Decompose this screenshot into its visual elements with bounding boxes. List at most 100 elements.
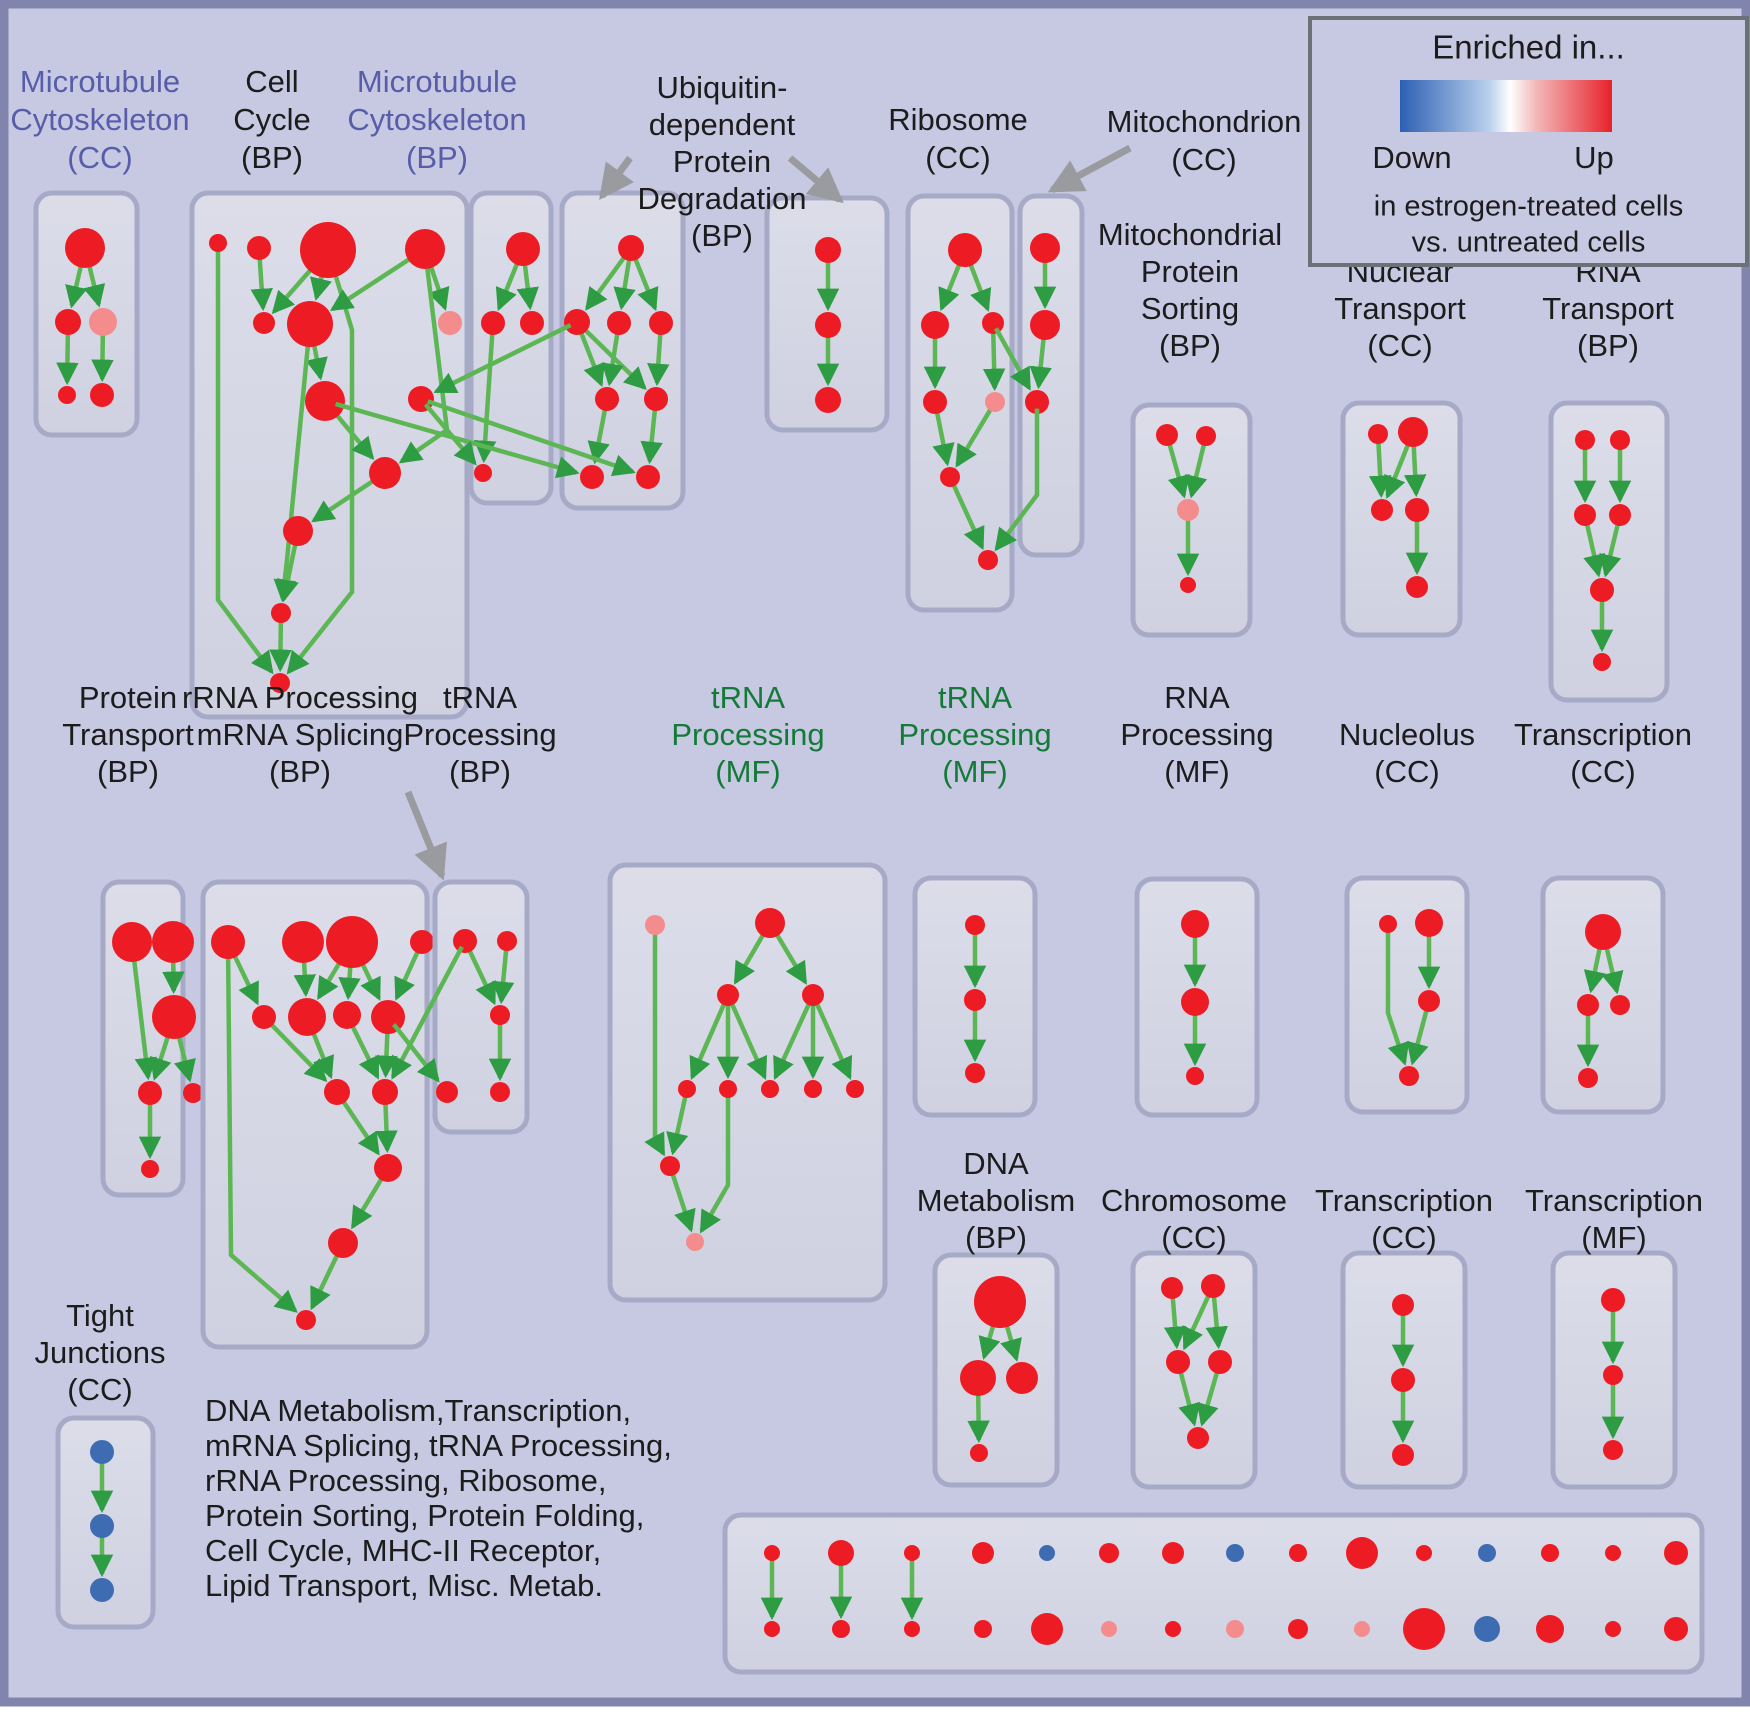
go-term-node-ubiquitin-1[interactable] [564, 309, 590, 335]
go-term-node-ribosome-2[interactable] [982, 312, 1004, 334]
go-term-node-rrna-2[interactable] [326, 916, 378, 968]
go-term-node-mito_sorting-0[interactable] [1156, 424, 1178, 446]
go-term-node-trna_mf_small-2[interactable] [965, 1063, 985, 1083]
go-term-node-ubiquitin-0[interactable] [618, 235, 644, 261]
go-term-node-chromosome-0[interactable] [1161, 1277, 1183, 1299]
go-term-node-rrna-0[interactable] [211, 925, 245, 959]
go-term-node-transcription_mf-0[interactable] [1601, 1288, 1625, 1312]
go-term-node-transcription_cc-1[interactable] [1577, 994, 1599, 1016]
go-term-node-transcription_cc2-0[interactable] [1392, 1294, 1414, 1316]
go-term-node-mixed_bottom-8[interactable] [1039, 1545, 1055, 1561]
go-term-node-mixed_bottom-22[interactable] [1478, 1544, 1496, 1562]
go-term-node-rrna-3[interactable] [410, 930, 434, 954]
go-term-node-ribosome-6[interactable] [978, 550, 998, 570]
go-term-node-ubiquitin-3[interactable] [649, 311, 673, 335]
go-term-node-chromosome-3[interactable] [1208, 1350, 1232, 1374]
go-term-node-trna_mf_large-9[interactable] [660, 1156, 680, 1176]
go-term-node-rrna-1[interactable] [282, 921, 324, 963]
go-term-node-trna_mf_large-7[interactable] [804, 1080, 822, 1098]
go-term-node-mixed_bottom-10[interactable] [1099, 1543, 1119, 1563]
go-term-node-cell_cycle-3[interactable] [405, 229, 445, 269]
go-term-node-nucleolus-2[interactable] [1418, 990, 1440, 1012]
go-term-node-trna_mf_large-1[interactable] [755, 908, 785, 938]
go-term-node-rrna-8[interactable] [324, 1079, 350, 1105]
go-term-node-mixed_bottom-4[interactable] [904, 1545, 920, 1561]
go-term-node-nucleolus-3[interactable] [1399, 1066, 1419, 1086]
go-term-node-rrna-5[interactable] [288, 998, 326, 1036]
go-term-node-mitochondrion-0[interactable] [1030, 233, 1060, 263]
go-term-node-rna_processing-2[interactable] [1186, 1067, 1204, 1085]
go-term-node-rna_transport-5[interactable] [1593, 653, 1611, 671]
go-term-node-protein_transport-4[interactable] [183, 1083, 203, 1103]
go-term-node-mixed_bottom-17[interactable] [1288, 1619, 1308, 1639]
go-term-node-nuclear_transport-3[interactable] [1405, 498, 1429, 522]
go-term-node-ubiquitin-4[interactable] [595, 387, 619, 411]
go-term-node-transcription_cc-3[interactable] [1578, 1068, 1598, 1088]
go-term-node-mixed_bottom-0[interactable] [764, 1545, 780, 1561]
go-term-node-chromosome-1[interactable] [1201, 1274, 1225, 1298]
go-term-node-transcription_mf-1[interactable] [1603, 1365, 1623, 1385]
go-term-node-cell_cycle-7[interactable] [305, 381, 345, 421]
go-term-node-trna_bp-3[interactable] [436, 1081, 458, 1103]
go-term-node-trna_mf_large-6[interactable] [761, 1080, 779, 1098]
go-term-node-mixed_bottom-25[interactable] [1536, 1615, 1564, 1643]
go-term-node-cell_cycle-0[interactable] [209, 234, 227, 252]
go-term-node-cell_cycle-9[interactable] [369, 457, 401, 489]
go-term-node-rrna-6[interactable] [333, 1001, 361, 1029]
go-term-node-protein_transport-5[interactable] [141, 1160, 159, 1178]
go-term-node-protein_transport-0[interactable] [112, 922, 152, 962]
go-term-node-mt_bp-2[interactable] [520, 311, 544, 335]
go-term-node-rrna-11[interactable] [328, 1228, 358, 1258]
go-term-node-trna_bp-0[interactable] [453, 929, 477, 953]
go-term-node-rna_processing-0[interactable] [1181, 910, 1209, 938]
go-term-node-mixed_bottom-14[interactable] [1226, 1544, 1244, 1562]
go-term-node-trna_bp-2[interactable] [490, 1005, 510, 1025]
go-term-node-mixed_bottom-28[interactable] [1664, 1541, 1688, 1565]
go-term-node-dna_metabolism-1[interactable] [960, 1360, 996, 1396]
go-term-node-ribosome-5[interactable] [940, 467, 960, 487]
go-term-node-cell_cycle-1[interactable] [247, 236, 271, 260]
go-term-node-protein_transport-1[interactable] [152, 921, 194, 963]
go-term-node-mitochondrion-1[interactable] [1030, 310, 1060, 340]
go-term-node-ubiquitin-5[interactable] [644, 387, 668, 411]
go-term-node-rna_transport-2[interactable] [1574, 504, 1596, 526]
go-term-node-mt_cc-4[interactable] [90, 383, 114, 407]
go-term-node-mixed_bottom-27[interactable] [1605, 1621, 1621, 1637]
go-term-node-rrna-12[interactable] [296, 1310, 316, 1330]
go-term-node-nucleolus-1[interactable] [1415, 909, 1443, 937]
go-term-node-trna_mf_large-5[interactable] [719, 1080, 737, 1098]
go-term-node-transcription_cc-0[interactable] [1585, 914, 1621, 950]
go-term-node-ubiquitin2-2[interactable] [815, 387, 841, 413]
go-term-node-mixed_bottom-23[interactable] [1474, 1616, 1500, 1642]
go-term-node-mitochondrion-2[interactable] [1025, 390, 1049, 414]
go-term-node-mt_cc-0[interactable] [65, 228, 105, 268]
go-term-node-mixed_bottom-11[interactable] [1101, 1621, 1117, 1637]
go-term-node-mixed_bottom-7[interactable] [974, 1620, 992, 1638]
go-term-node-trna_mf_large-3[interactable] [802, 984, 824, 1006]
go-term-node-mito_sorting-1[interactable] [1196, 426, 1216, 446]
go-term-node-nucleolus-0[interactable] [1379, 915, 1397, 933]
go-term-node-protein_transport-3[interactable] [138, 1081, 162, 1105]
go-term-node-mixed_bottom-26[interactable] [1605, 1545, 1621, 1561]
go-term-node-transcription_cc2-2[interactable] [1392, 1444, 1414, 1466]
go-term-node-cell_cycle-12[interactable] [270, 673, 290, 693]
go-term-node-ubiquitin-7[interactable] [636, 465, 660, 489]
go-term-node-mixed_bottom-29[interactable] [1664, 1617, 1688, 1641]
go-term-node-trna_mf_large-0[interactable] [645, 915, 665, 935]
go-term-node-mt_bp-0[interactable] [506, 232, 540, 266]
go-term-node-mixed_bottom-3[interactable] [832, 1620, 850, 1638]
go-term-node-dna_metabolism-0[interactable] [974, 1276, 1026, 1328]
go-term-node-mt_cc-1[interactable] [55, 309, 81, 335]
go-term-node-chromosome-4[interactable] [1187, 1427, 1209, 1449]
go-term-node-rrna-10[interactable] [374, 1154, 402, 1182]
go-term-node-mito_sorting-2[interactable] [1177, 499, 1199, 521]
go-term-node-rna_transport-1[interactable] [1610, 430, 1630, 450]
go-term-node-cell_cycle-2[interactable] [300, 222, 356, 278]
go-term-node-mixed_bottom-13[interactable] [1165, 1621, 1181, 1637]
go-term-node-rrna-4[interactable] [252, 1005, 276, 1029]
go-term-node-nuclear_transport-1[interactable] [1398, 417, 1428, 447]
go-term-node-cell_cycle-4[interactable] [253, 312, 275, 334]
go-term-node-rna_processing-1[interactable] [1181, 988, 1209, 1016]
go-term-node-dna_metabolism-2[interactable] [1006, 1362, 1038, 1394]
go-term-node-mixed_bottom-5[interactable] [904, 1621, 920, 1637]
